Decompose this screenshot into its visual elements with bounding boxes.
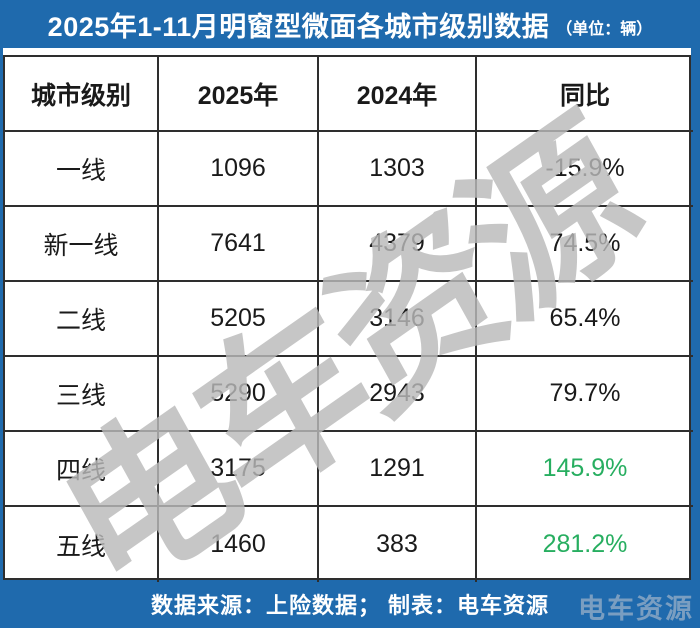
tier-label: 一线 [5,132,159,207]
column-header-city-tier: 城市级别 [5,57,159,132]
yoy-value: 281.2% [542,530,628,558]
tier-label: 五线 [5,507,159,582]
value-2024: 1291 [319,432,477,507]
table-panel: 城市级别 2025年 2024年 同比 一线 1096 1303 -15.9% … [3,48,693,628]
column-header-2024: 2024年 [319,57,477,132]
value-2025: 3175 [159,432,319,507]
yoy-value: 145.9% [477,432,693,507]
tier-label: 三线 [5,357,159,432]
value-2025: 7641 [159,207,319,282]
page-title: 2025年1-11月明窗型微面各城市级别数据 [47,11,550,42]
value-2025: 1460 [159,507,319,582]
value-2025: 5290 [159,357,319,432]
yoy-value: 79.7% [477,357,693,432]
column-header-yoy: 同比 [477,57,693,132]
yoy-value: -15.9% [477,132,693,207]
tier-label: 新一线 [5,207,159,282]
title-bar: 2025年1-11月明窗型微面各城市级别数据 （单位：辆） [0,0,700,48]
value-2024: 1303 [319,132,477,207]
value-2024: 2943 [319,357,477,432]
yoy-value: 65.4% [477,282,693,357]
value-2024: 4379 [319,207,477,282]
title-unit-label: （单位：辆） [556,21,653,38]
footer-source-text: 数据来源：上险数据； 制表：电车资源 [150,593,550,618]
value-2024: 383 [319,507,477,582]
footer-bar: 数据来源：上险数据； 制表：电车资源 [0,580,700,628]
value-2025: 1096 [159,132,319,207]
tier-label: 四线 [5,432,159,507]
value-2024: 3146 [319,282,477,357]
column-header-2025: 2025年 [159,57,319,132]
tier-label: 二线 [5,282,159,357]
data-table: 城市级别 2025年 2024年 同比 一线 1096 1303 -15.9% … [3,55,693,582]
yoy-value: 74.5% [477,207,693,282]
value-2025: 5205 [159,282,319,357]
